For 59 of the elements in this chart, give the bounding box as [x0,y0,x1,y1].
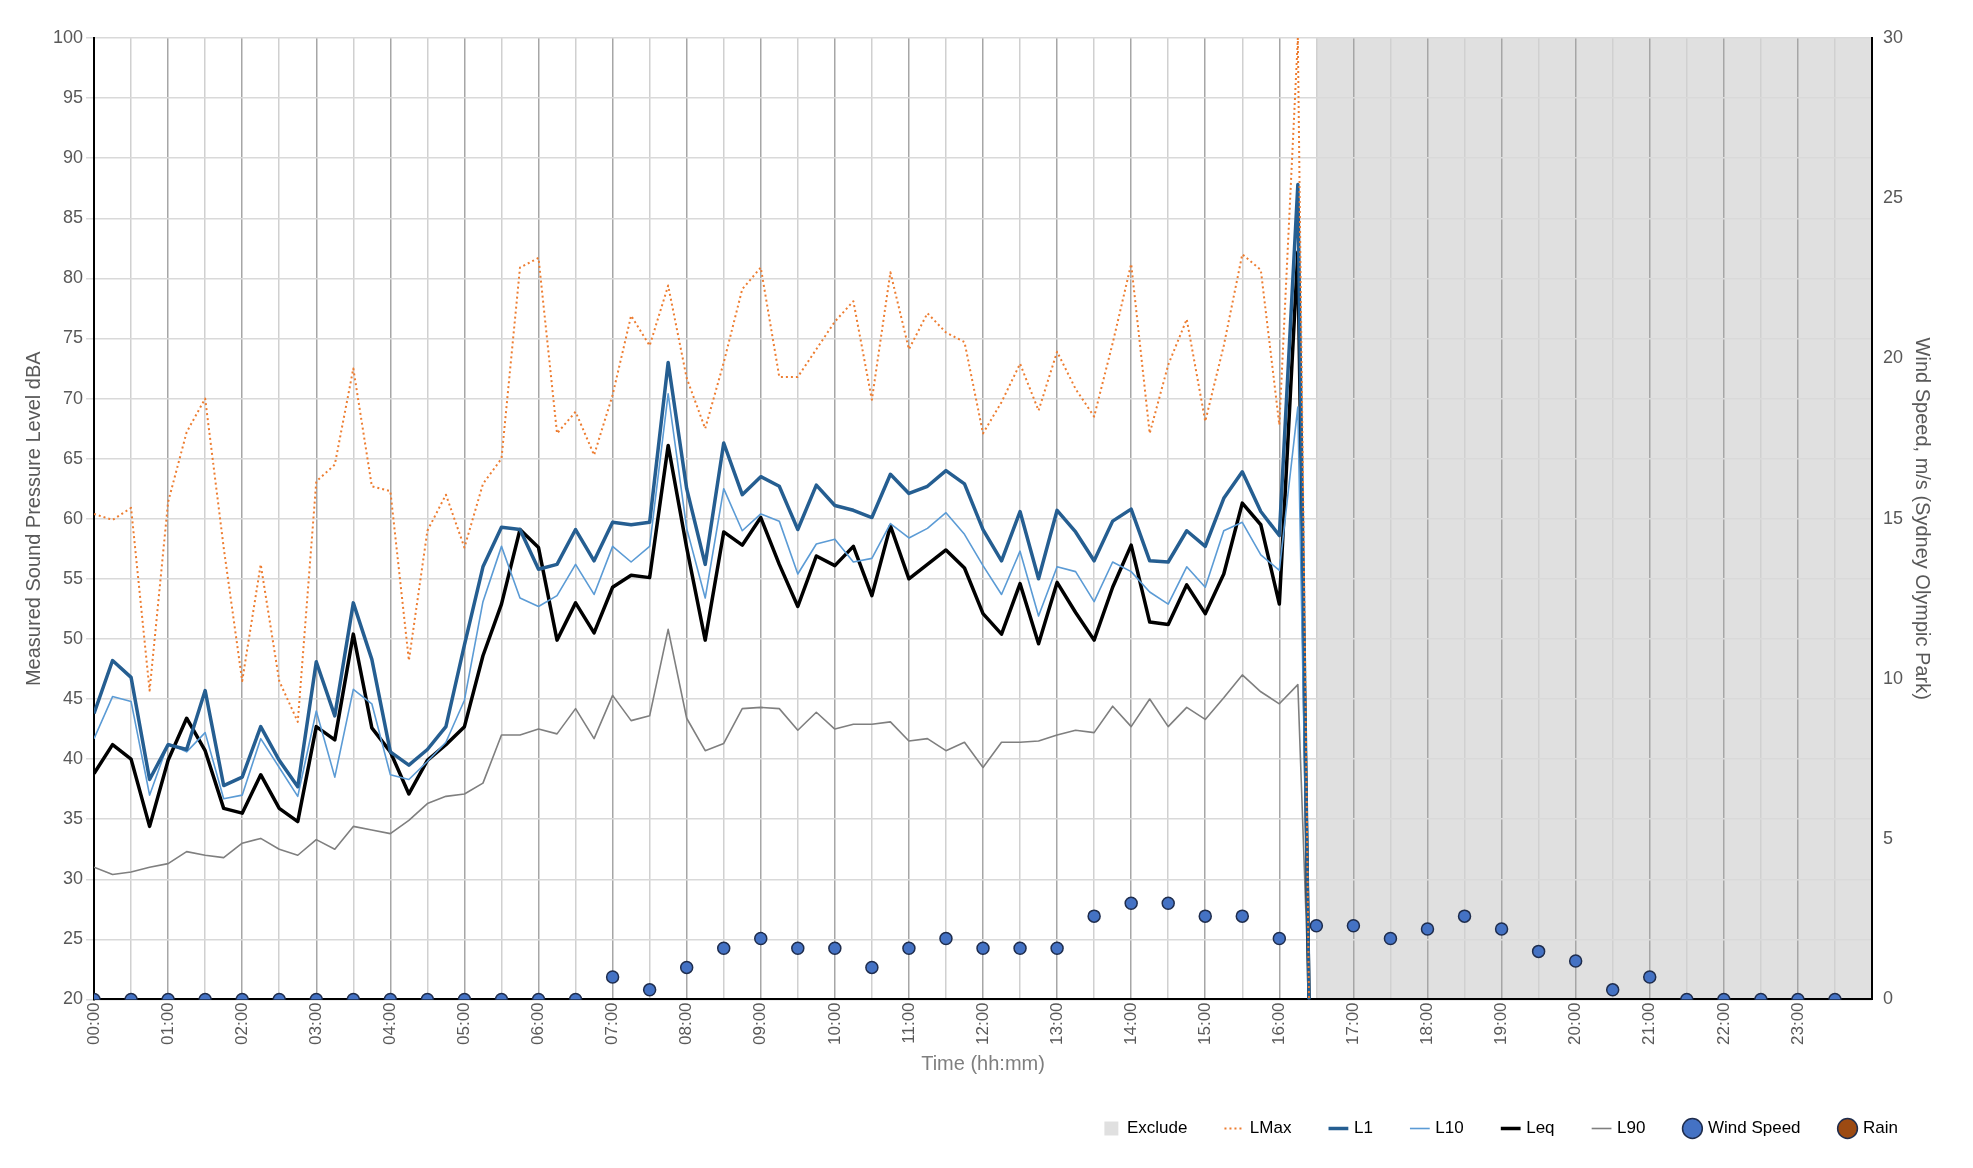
x-tick-label: 11:00 [898,1002,918,1044]
legend-label: LMax [1249,1118,1292,1138]
x-tick-label: 08:00 [676,1002,696,1046]
x-tick-label: 17:00 [1343,1002,1363,1046]
x-tick-label: 06:00 [528,1002,548,1046]
y-axis-title: Measured Sound Pressure Level dBA [21,350,44,687]
y-tick-label: 35 [63,808,84,829]
y-tick-label: 60 [63,507,84,528]
x-axis-title: Time (hh:mm) [921,1051,1045,1074]
x-tick-label: 10:00 [824,1002,844,1046]
y-tick-label: 40 [63,748,84,769]
y2-tick-label: 30 [1882,26,1904,47]
y2-tick-label: 5 [1882,828,1893,849]
x-tick-label: 14:00 [1120,1002,1140,1046]
y-tick-label: 65 [63,447,84,468]
y-tick-label: 85 [63,207,84,228]
x-tick-label: 02:00 [231,1002,251,1046]
y-tick-label: 90 [63,147,84,168]
y-tick-label: 80 [63,267,84,288]
x-tick-label: 22:00 [1713,1002,1733,1046]
x-tick-label: 00:00 [83,1002,103,1046]
x-tick-label: 13:00 [1046,1002,1066,1046]
y2-axis-title: Wind Speed, m/s (Sydney Olympic Park) [1912,337,1935,700]
legend-label: Leq [1526,1118,1555,1138]
y2-tick-label: 0 [1882,988,1893,1009]
legend-label: L1 [1353,1118,1373,1138]
y-tick-label: 70 [63,387,84,408]
y-tick-label: 50 [63,627,84,648]
legend-label: Exclude [1126,1118,1188,1138]
x-tick-label: 01:00 [157,1002,177,1046]
legend-label: L10 [1435,1118,1464,1138]
x-tick-label: 21:00 [1639,1002,1659,1046]
legend-label: L90 [1617,1118,1646,1138]
y-tick-label: 45 [63,687,84,708]
y-tick-label: 75 [63,327,84,348]
y-tick-label: 20 [63,988,84,1009]
x-tick-label: 15:00 [1194,1002,1214,1046]
x-tick-label: 07:00 [602,1002,622,1046]
y-tick-label: 55 [63,567,84,588]
x-tick-label: 23:00 [1787,1002,1807,1046]
y2-tick-label: 25 [1882,187,1904,208]
x-tick-label: 04:00 [380,1002,400,1046]
x-tick-label: 20:00 [1565,1002,1585,1046]
y-tick-label: 95 [63,87,84,108]
x-tick-label: 09:00 [750,1002,770,1046]
y-tick-label: 30 [63,868,84,889]
legend-label: Wind Speed [1707,1118,1801,1138]
x-tick-label: 18:00 [1417,1002,1437,1046]
y2-tick-label: 10 [1882,667,1904,688]
legend-label: Rain [1863,1118,1899,1138]
y2-tick-label: 15 [1882,507,1904,528]
x-tick-label: 19:00 [1491,1002,1511,1046]
y2-tick-label: 20 [1882,347,1904,368]
x-tick-label: 05:00 [454,1002,474,1046]
x-tick-label: 03:00 [305,1002,325,1046]
y-tick-label: 100 [52,26,84,47]
y-tick-label: 25 [63,928,84,949]
x-tick-label: 16:00 [1269,1002,1289,1046]
x-tick-label: 12:00 [972,1002,992,1046]
